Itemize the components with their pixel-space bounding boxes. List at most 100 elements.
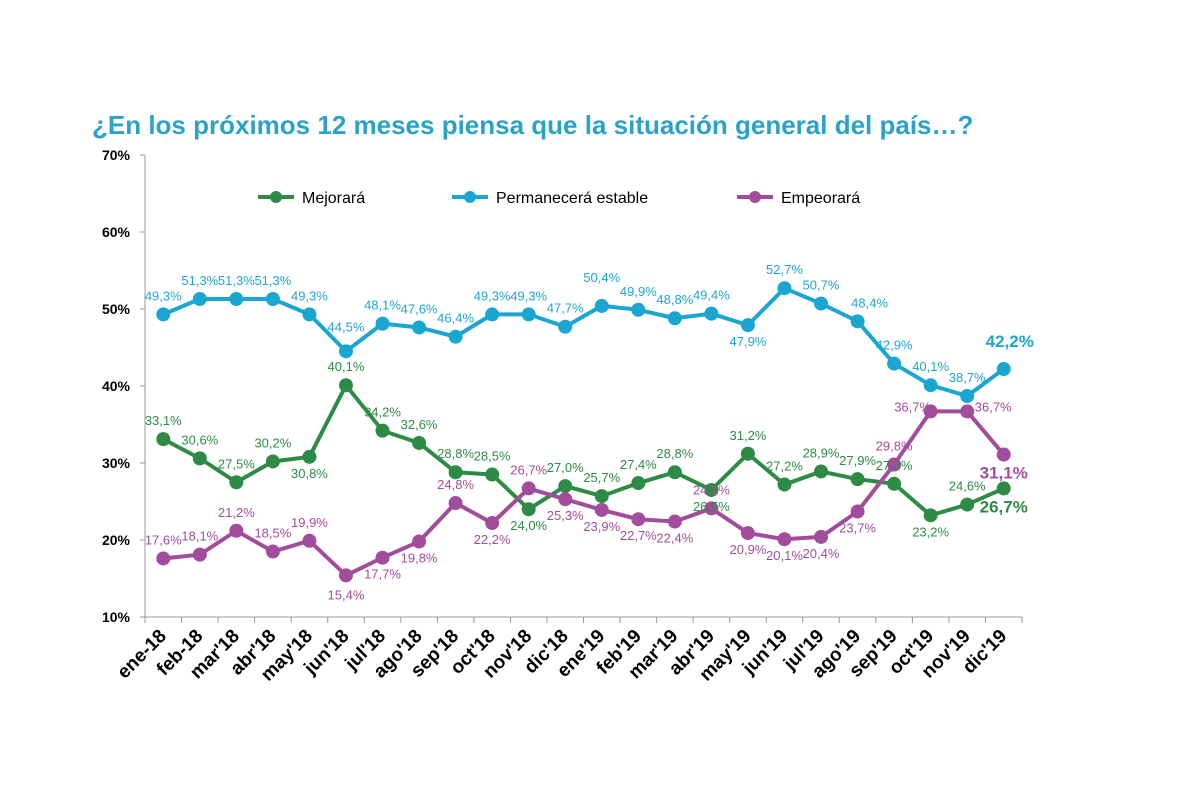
- data-point: [887, 356, 902, 371]
- data-label: 22,7%: [620, 528, 657, 543]
- data-point: [814, 529, 829, 544]
- data-labels: 33,1% 30,6%27,5% 30,2% 30,8% 40,1% 34,2%32,6%…: [145, 262, 1034, 602]
- data-point: [887, 476, 902, 491]
- data-label: 15,4%: [328, 587, 365, 602]
- data-point: [594, 502, 609, 517]
- data-point: [923, 508, 938, 523]
- data-point: [777, 281, 792, 296]
- data-label: 52,7%: [766, 262, 803, 277]
- data-label: 36,7%: [894, 399, 931, 414]
- data-point: [302, 307, 317, 322]
- data-point: [704, 501, 719, 516]
- data-label: 47,6%: [401, 301, 438, 316]
- legend: Mejorará Permanecerá estable Empeorará: [258, 190, 860, 207]
- data-point: [667, 514, 682, 529]
- data-point: [631, 476, 646, 491]
- data-point: [302, 449, 317, 464]
- data-point: [814, 464, 829, 479]
- data-label: 20,9%: [730, 542, 767, 557]
- data-point: [156, 551, 171, 566]
- data-label: 28,9%: [803, 445, 840, 460]
- data-label: 19,8%: [401, 551, 438, 566]
- data-label: 26,7%: [980, 497, 1028, 516]
- data-label: 27,0%: [547, 460, 584, 475]
- data-label: 28,5%: [474, 449, 511, 464]
- data-label: 49,3%: [474, 288, 511, 303]
- data-label: 25,3%: [547, 508, 584, 523]
- legend-label: Mejorará: [302, 190, 365, 207]
- data-point: [667, 311, 682, 326]
- data-label: 31,1%: [980, 464, 1028, 483]
- data-point: [521, 307, 536, 322]
- data-label: 24,6%: [949, 479, 986, 494]
- data-label: 28,8%: [437, 446, 474, 461]
- data-point: [996, 447, 1011, 462]
- data-label: 24,8%: [437, 477, 474, 492]
- data-point: [302, 533, 317, 548]
- data-point: [558, 319, 573, 334]
- data-point: [192, 451, 207, 466]
- data-point: [448, 465, 463, 480]
- data-label: 42,9%: [876, 338, 913, 353]
- data-point: [338, 344, 353, 359]
- data-label: 21,2%: [218, 505, 255, 520]
- data-label: 22,4%: [656, 531, 693, 546]
- legend-label: Empeorará: [781, 190, 860, 207]
- data-label: 49,3%: [510, 288, 547, 303]
- data-label: 27,3%: [876, 458, 913, 473]
- data-point: [960, 497, 975, 512]
- data-point: [156, 307, 171, 322]
- y-tick-label: 30%: [102, 455, 131, 471]
- data-point: [265, 544, 280, 559]
- data-point: [558, 492, 573, 507]
- chart-title: ¿En los próximos 12 meses piensa que la …: [92, 110, 974, 140]
- y-tick-labels: 10% 20% 30% 40% 50% 60% 70%: [102, 147, 131, 625]
- data-label: 30,2%: [254, 435, 291, 450]
- data-point: [850, 314, 865, 329]
- legend-marker: [464, 191, 476, 203]
- series-points: [156, 281, 1011, 583]
- data-label: 27,2%: [766, 459, 803, 474]
- data-point: [850, 504, 865, 519]
- data-label: 23,7%: [839, 521, 876, 536]
- data-point: [265, 454, 280, 469]
- data-label: 47,9%: [730, 334, 767, 349]
- data-label: 20,1%: [766, 548, 803, 563]
- data-label: 23,9%: [583, 519, 620, 534]
- data-label: 31,2%: [730, 428, 767, 443]
- data-label: 22,2%: [474, 532, 511, 547]
- data-point: [777, 477, 792, 492]
- data-label: 48,1%: [364, 298, 401, 313]
- data-label: 19,9%: [291, 515, 328, 530]
- y-tick-label: 40%: [102, 378, 131, 394]
- data-point: [485, 516, 500, 531]
- data-label: 47,7%: [547, 301, 584, 316]
- data-point: [996, 481, 1011, 496]
- data-point: [412, 534, 427, 549]
- legend-marker: [749, 191, 761, 203]
- data-label: 49,4%: [693, 288, 730, 303]
- data-point: [740, 318, 755, 333]
- data-point: [960, 404, 975, 419]
- data-label: 28,8%: [656, 446, 693, 461]
- y-tick-label: 10%: [102, 609, 131, 625]
- data-point: [923, 378, 938, 393]
- data-point: [850, 472, 865, 487]
- data-label: 25,7%: [583, 470, 620, 485]
- data-point: [412, 320, 427, 335]
- data-point: [448, 496, 463, 511]
- data-label: 50,7%: [803, 278, 840, 293]
- data-point: [338, 568, 353, 583]
- data-label: 46,4%: [437, 311, 474, 326]
- data-point: [631, 512, 646, 527]
- data-point: [229, 291, 244, 306]
- data-point: [594, 489, 609, 504]
- legend-label: Permanecerá estable: [496, 190, 648, 207]
- data-label: 44,5%: [328, 319, 365, 334]
- y-tick-label: 70%: [102, 147, 131, 163]
- data-point: [229, 523, 244, 538]
- data-point: [485, 307, 500, 322]
- data-point: [996, 362, 1011, 377]
- data-label: 27,4%: [620, 457, 657, 472]
- data-label: 34,2%: [364, 405, 401, 420]
